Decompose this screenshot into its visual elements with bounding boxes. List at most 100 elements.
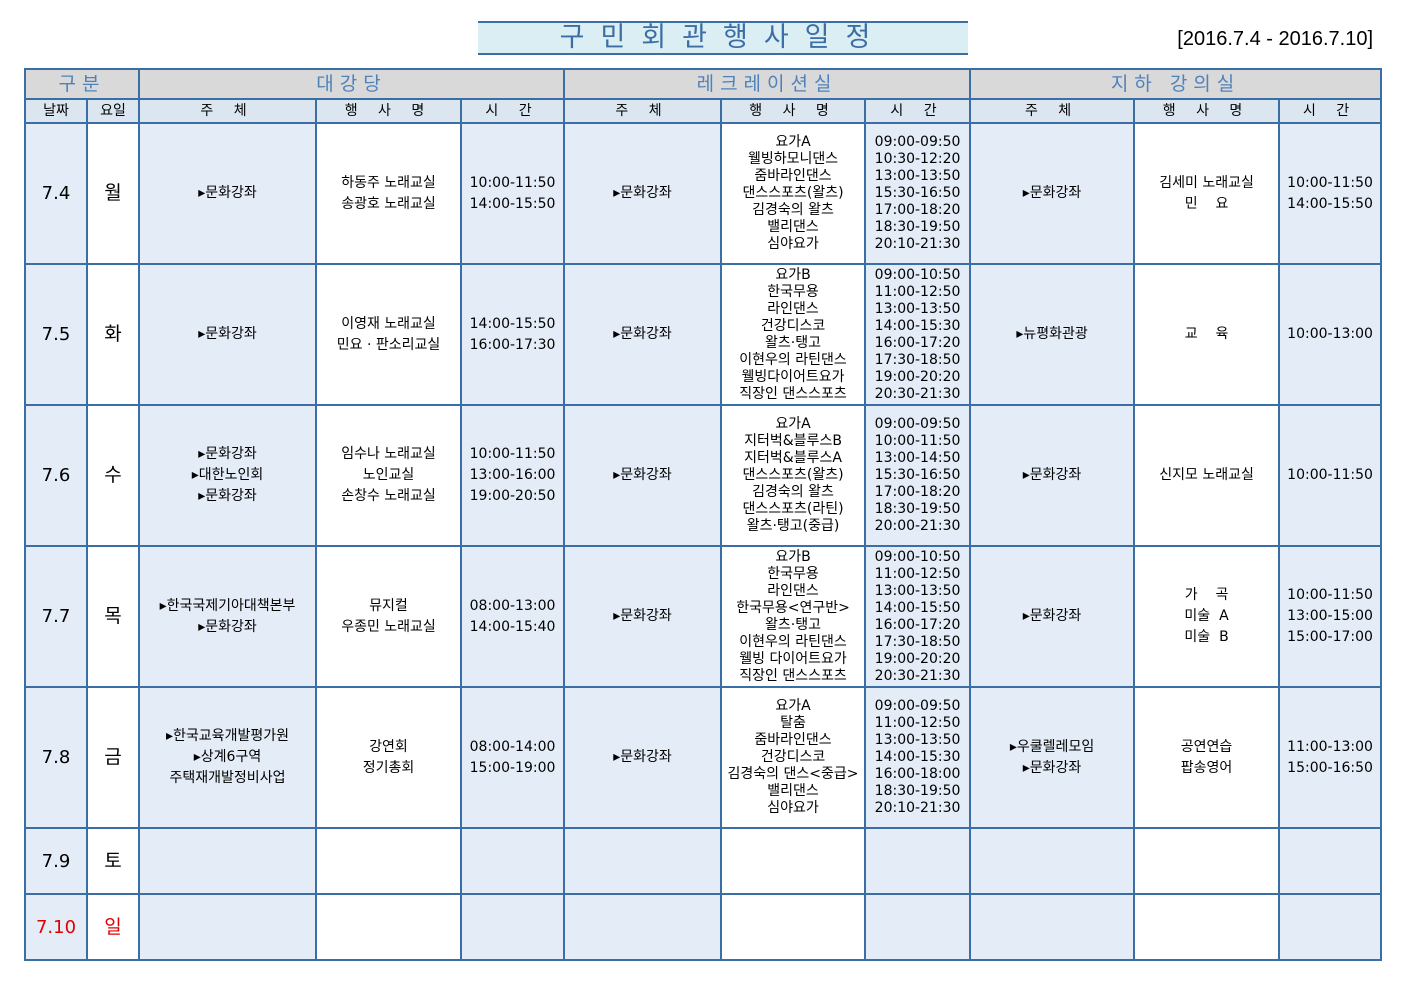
time-line: 10:30-12:20 <box>874 151 961 167</box>
event-line: 우종민 노래교실 <box>341 618 436 635</box>
organizer-cell <box>563 893 723 961</box>
event-line: 임수나 노래교실 <box>341 446 436 462</box>
event-line: 가 곡 <box>1184 587 1229 603</box>
event-line: 이현우의 라틴댄스 <box>739 351 847 368</box>
time-cell <box>864 893 972 961</box>
event-line: 직장인 댄스스포츠 <box>739 667 847 684</box>
time-line: 10:00-11:50 <box>1287 467 1373 483</box>
organizer-line: ▸문화강좌 <box>613 326 672 342</box>
event-line: 이영재 노래교실 <box>341 315 436 332</box>
time-line: 13:00-15:00 <box>1287 608 1373 624</box>
time-line: 13:00-13:50 <box>874 582 961 599</box>
event-line: 라인댄스 <box>767 300 819 317</box>
event-cell: 교 육 <box>1133 263 1281 406</box>
date-cell: 7.10 <box>24 893 88 961</box>
time-cell: 10:00-11:50 <box>1278 404 1383 547</box>
event-line: 김세미 노래교실 <box>1159 174 1254 191</box>
time-line: 20:30-21:30 <box>874 667 961 684</box>
time-line: 13:00-13:50 <box>874 168 961 184</box>
event-line: 미술 A <box>1184 608 1229 624</box>
time-cell <box>864 827 972 895</box>
event-line: 이현우의 라틴댄스 <box>739 633 847 650</box>
event-line: 요가A <box>775 416 811 432</box>
organizer-line: ▸한국교육개발평가원 <box>166 728 289 744</box>
event-line: 요가B <box>775 548 811 565</box>
event-line: 미술 B <box>1184 629 1229 645</box>
organizer-line: ▸문화강좌 <box>613 608 672 624</box>
time-line: 17:30-18:50 <box>874 351 961 368</box>
organizer-cell: ▸문화강좌 <box>969 404 1136 547</box>
date-cell: 7.8 <box>24 686 88 829</box>
day-cell: 토 <box>86 827 140 895</box>
event-line: 줌바라인댄스 <box>754 732 832 748</box>
event-line: 댄스스포츠(왈츠) <box>742 467 844 483</box>
header-time: 시 간 <box>459 98 566 124</box>
page-title: 구민회관행사일정 <box>478 21 968 55</box>
time-line: 17:00-18:20 <box>874 484 961 500</box>
organizer-cell <box>969 827 1136 895</box>
event-line: 라인댄스 <box>767 582 819 599</box>
event-cell: 요가B 한국무용 라인댄스 건강디스코 왈츠·탱고 이현우의 라틴댄스 웰빙다이어트요가 직장… <box>720 263 867 406</box>
time-line: 16:00-17:20 <box>874 616 961 633</box>
organizer-cell <box>969 893 1136 961</box>
organizer-line: ▸우쿨렐레모임 <box>1009 738 1095 755</box>
time-line: 09:00-10:50 <box>874 266 961 283</box>
event-line: 공연연습 <box>1180 738 1233 755</box>
organizer-cell: ▸문화강좌 <box>969 545 1136 688</box>
time-line: 14:00-15:50 <box>1287 195 1373 212</box>
time-cell: 10:00-11:50 14:00-15:50 <box>1278 122 1383 265</box>
organizer-line: ▸문화강좌 <box>1022 608 1082 624</box>
event-line: 요가B <box>775 266 811 283</box>
time-line: 13:00-16:00 <box>469 467 556 483</box>
organizer-cell <box>138 827 317 895</box>
organizer-line: ▸문화강좌 <box>1022 185 1082 201</box>
time-cell: 10:00-11:50 14:00-15:50 <box>459 122 566 265</box>
time-line: 18:30-19:50 <box>874 501 961 517</box>
organizer-line: ▸한국국제기아대책본부 <box>159 597 296 614</box>
event-cell: 임수나 노래교실 노인교실 손창수 노래교실 <box>315 404 462 547</box>
event-line: 탈춤 <box>780 715 806 731</box>
event-cell <box>315 827 462 895</box>
event-line: 왈츠·탱고(중급) <box>746 518 840 534</box>
event-line: 뮤지컬 <box>369 597 408 614</box>
day-cell: 화 <box>86 263 140 406</box>
organizer-cell: ▸문화강좌 <box>563 686 723 829</box>
date-range: [2016.7.4 - 2016.7.10] <box>1177 28 1373 50</box>
time-line: 16:00-17:20 <box>874 334 961 351</box>
event-line: 댄스스포츠(왈츠) <box>742 185 844 201</box>
time-cell: 10:00-11:50 13:00-15:00 15:00-17:00 <box>1278 545 1383 688</box>
event-cell: 요가A 탈춤 줌바라인댄스 건강디스코 김경숙의 댄스<중급> 밸리댄스 심야요가 <box>720 686 867 829</box>
event-cell: 요가A 지터벅&블루스B 지터벅&블루스A 댄스스포츠(왈츠) 김경숙의 왈츠 댄스스포츠… <box>720 404 867 547</box>
event-line: 직장인 댄스스포츠 <box>739 385 847 402</box>
event-line: 지터벅&블루스B <box>744 433 842 449</box>
time-cell: 10:00-13:00 <box>1278 263 1383 406</box>
organizer-line: ▸문화강좌 <box>198 326 257 342</box>
event-line: 김경숙의 댄스<중급> <box>727 766 859 782</box>
event-line: 밸리댄스 <box>767 219 819 235</box>
time-line: 10:00-11:50 <box>1287 174 1373 191</box>
event-cell: 김세미 노래교실 민 요 <box>1133 122 1281 265</box>
organizer-cell: ▸문화강좌 <box>563 404 723 547</box>
header-time: 시 간 <box>1278 98 1383 124</box>
event-cell: 공연연습 팝송영어 <box>1133 686 1281 829</box>
event-cell <box>1133 827 1281 895</box>
event-line: 심야요가 <box>767 800 819 816</box>
event-line: 손창수 노래교실 <box>341 488 436 504</box>
event-line: 왈츠·탱고 <box>765 334 822 351</box>
organizer-cell: ▸문화강좌 <box>563 545 723 688</box>
day-cell: 목 <box>86 545 140 688</box>
time-line: 14:00-15:40 <box>469 618 556 635</box>
event-line: 건강디스코 <box>760 749 826 765</box>
time-cell <box>459 893 566 961</box>
organizer-line: ▸뉴평화관광 <box>1016 326 1088 342</box>
date-cell: 7.6 <box>24 404 88 547</box>
time-cell <box>459 827 566 895</box>
date-cell: 7.7 <box>24 545 88 688</box>
time-cell: 09:00-09:50 11:00-12:50 13:00-13:50 14:00-1… <box>864 686 972 829</box>
table-row: 7.9 토 <box>24 827 1383 895</box>
event-line: 댄스스포츠(라틴) <box>742 501 844 517</box>
event-line: 한국무용<연구반> <box>736 599 850 616</box>
time-line: 15:30-16:50 <box>874 467 961 483</box>
time-cell: 14:00-15:50 16:00-17:30 <box>459 263 566 406</box>
schedule-table: 구분 대강당 레크레이션실 지하 강의실 날짜 요일 주 체 행 사 명 시 간… <box>24 68 1383 961</box>
